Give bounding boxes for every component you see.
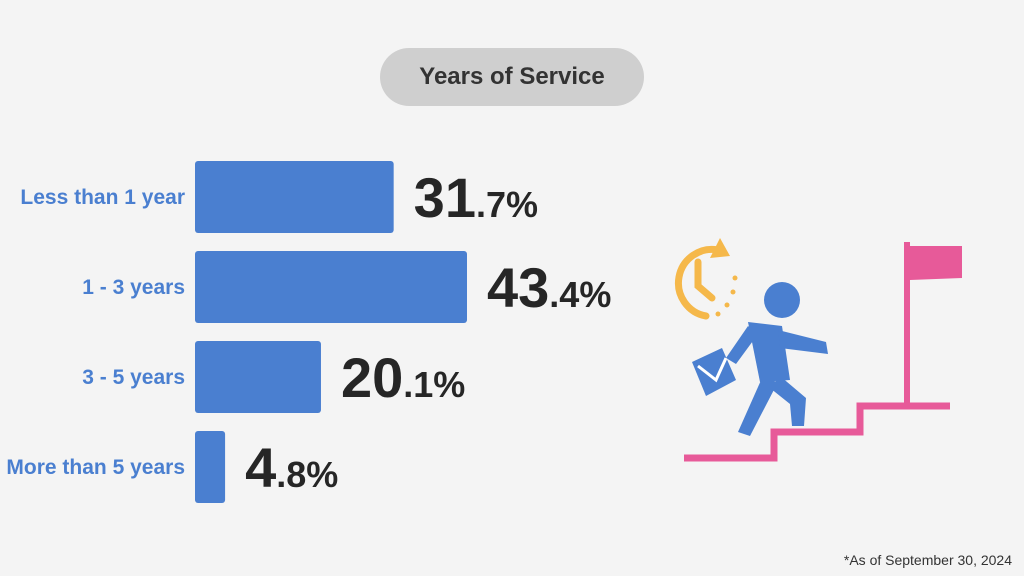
career-illustration [674, 238, 962, 462]
bar-2 [195, 251, 467, 323]
bar-4 [195, 431, 226, 503]
category-label-2: 1 - 3 years [82, 276, 185, 299]
clock-arrow-icon [674, 238, 738, 320]
bar-chart: Less than 1 year 31.7% 1 - 3 years 43.4% 3 -… [6, 161, 611, 503]
category-label-4: More than 5 years [6, 456, 185, 479]
chart-title: Years of Service [419, 63, 605, 90]
category-label-1: Less than 1 year [20, 186, 185, 209]
value-label-1: 31.7% [414, 166, 538, 229]
flag-icon [904, 242, 962, 407]
briefcase-icon [692, 348, 736, 396]
stairs-icon [684, 402, 950, 462]
person-climbing-icon [726, 282, 828, 436]
chart-title-pill: Years of Service [380, 48, 644, 106]
bar-1 [195, 161, 394, 233]
value-label-4: 4.8% [245, 436, 338, 499]
category-label-3: 3 - 5 years [82, 366, 185, 389]
value-label-2: 43.4% [487, 256, 611, 319]
footnote: *As of September 30, 2024 [843, 552, 1012, 568]
bar-3 [195, 341, 321, 413]
value-label-3: 20.1% [341, 346, 465, 409]
